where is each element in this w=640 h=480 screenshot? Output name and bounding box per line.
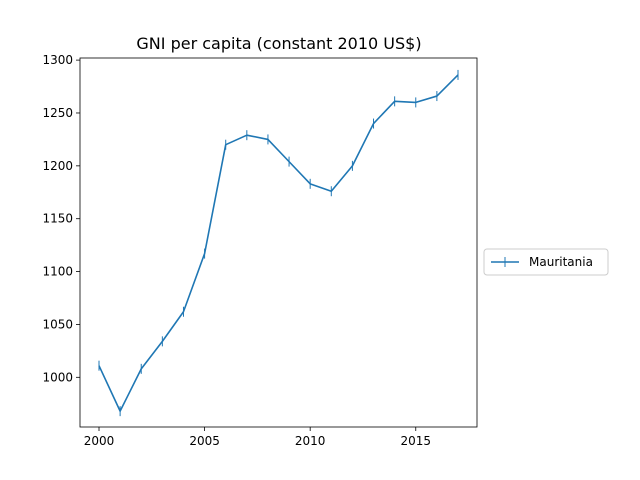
y-tick-label: 1050 bbox=[42, 317, 73, 331]
y-tick-label: 1150 bbox=[42, 212, 73, 226]
series-layer bbox=[98, 69, 459, 417]
x-tick-label: 2010 bbox=[295, 434, 326, 448]
x-tick-label: 2015 bbox=[400, 434, 431, 448]
y-tick-label: 1300 bbox=[42, 53, 73, 67]
legend-label-mauritania: Mauritania bbox=[529, 255, 593, 269]
x-axis: 2000 2005 2010 2015 bbox=[84, 427, 431, 448]
y-tick-label: 1250 bbox=[42, 106, 73, 120]
legend: Mauritania bbox=[483, 248, 609, 276]
series-line-mauritania bbox=[98, 74, 459, 412]
x-tick-label: 2000 bbox=[84, 434, 115, 448]
x-tick-label: 2005 bbox=[189, 434, 220, 448]
y-axis: 1000 1050 1100 1150 1200 1250 1300 bbox=[42, 53, 80, 384]
legend-box bbox=[483, 248, 609, 276]
chart-title: GNI per capita (constant 2010 US$) bbox=[136, 34, 421, 53]
y-tick-label: 1200 bbox=[42, 159, 73, 173]
y-tick-label: 1100 bbox=[42, 265, 73, 279]
y-tick-label: 1000 bbox=[42, 370, 73, 384]
plot-frame bbox=[79, 57, 478, 428]
plot-area bbox=[80, 58, 477, 427]
